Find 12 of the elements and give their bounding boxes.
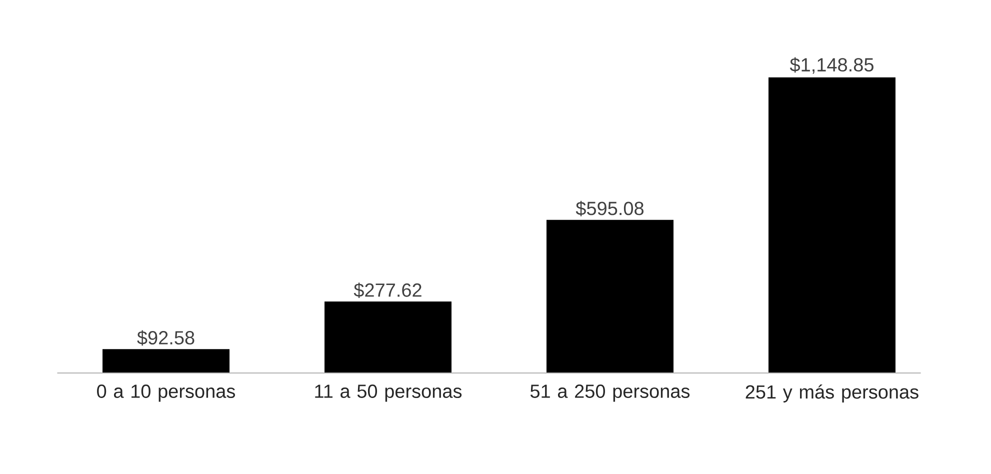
data-label: $595.08 bbox=[576, 200, 644, 216]
x-tick-label: 11 a 50 personas bbox=[315, 384, 462, 402]
bar bbox=[546, 220, 674, 373]
bar bbox=[324, 302, 452, 373]
x-tick-label: 51 a 250 personas bbox=[530, 384, 690, 402]
bar bbox=[768, 77, 896, 373]
data-label: $1,148.85 bbox=[790, 57, 874, 74]
data-label: $92.58 bbox=[137, 330, 194, 346]
bar bbox=[102, 349, 230, 373]
x-tick-label: 0 a 10 personas bbox=[97, 384, 235, 402]
data-label: $277.62 bbox=[354, 282, 422, 298]
x-tick-label: 251 y más personas bbox=[746, 384, 918, 402]
